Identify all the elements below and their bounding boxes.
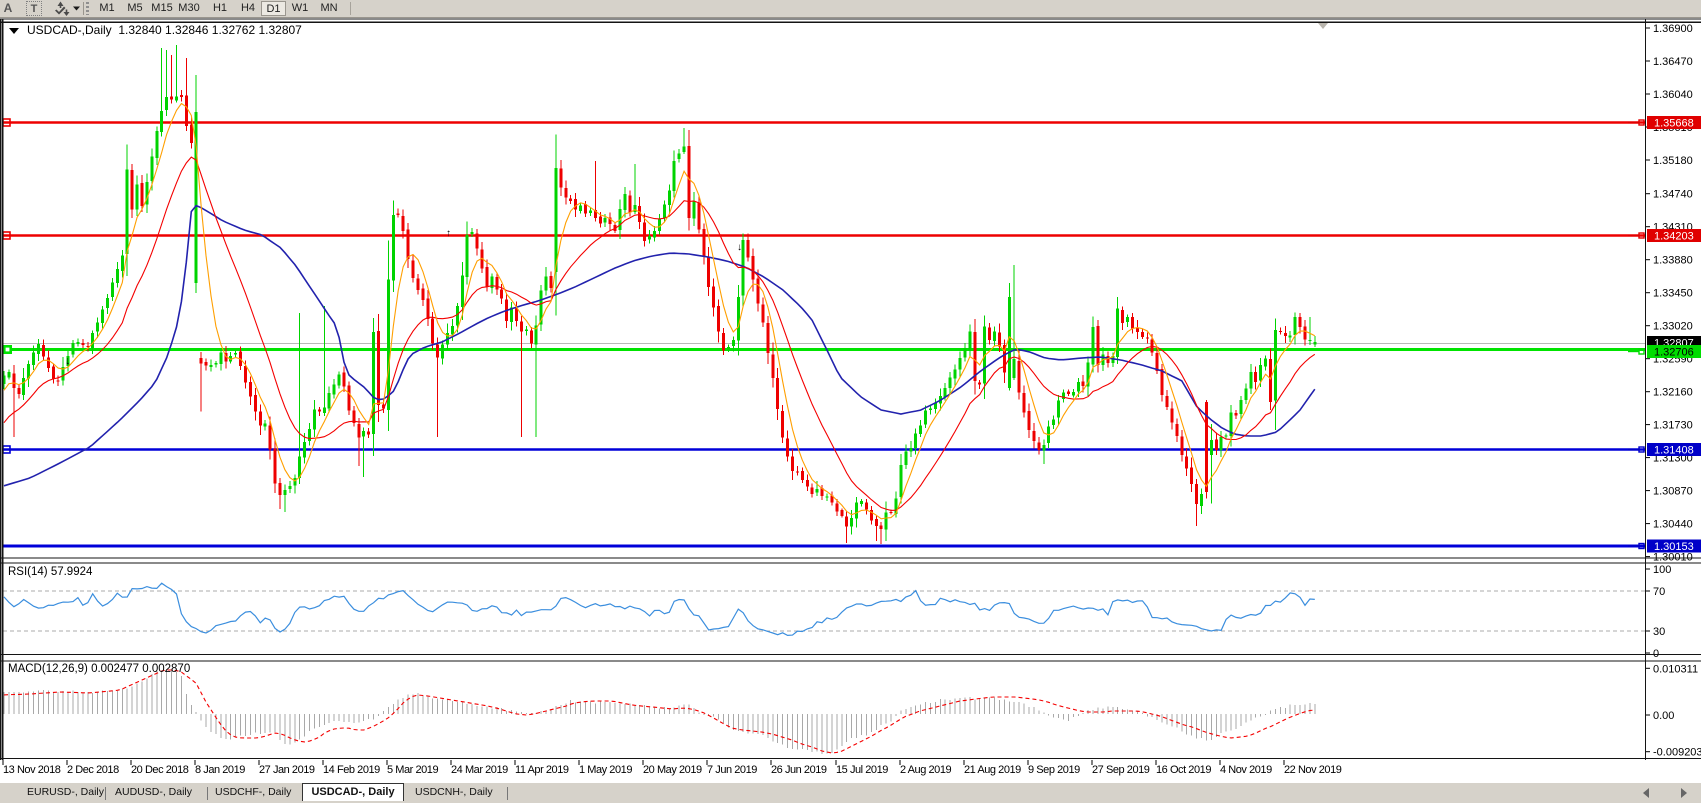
svg-text:1.35668: 1.35668 xyxy=(1654,118,1694,130)
svg-text:1.36470: 1.36470 xyxy=(1653,56,1693,68)
svg-text:9 Sep 2019: 9 Sep 2019 xyxy=(1028,764,1080,776)
svg-text:↑: ↑ xyxy=(446,228,451,239)
svg-text:2 Dec 2018: 2 Dec 2018 xyxy=(67,764,119,776)
svg-text:1.34203: 1.34203 xyxy=(1654,231,1694,243)
svg-text:100: 100 xyxy=(1653,564,1671,576)
svg-text:24 Mar 2019: 24 Mar 2019 xyxy=(451,764,508,776)
svg-text:8 Jan 2019: 8 Jan 2019 xyxy=(195,764,245,776)
svg-text:1.31730: 1.31730 xyxy=(1653,420,1693,432)
svg-text:1.32706: 1.32706 xyxy=(1654,347,1694,359)
svg-text:1 May 2019: 1 May 2019 xyxy=(579,764,632,776)
svg-text:1.36040: 1.36040 xyxy=(1653,89,1693,101)
svg-text:↓: ↓ xyxy=(737,242,742,253)
svg-text:26 Jun 2019: 26 Jun 2019 xyxy=(771,764,827,776)
svg-text:1.30870: 1.30870 xyxy=(1653,486,1693,498)
svg-text:1.30153: 1.30153 xyxy=(1654,541,1694,553)
svg-text:16 Oct 2019: 16 Oct 2019 xyxy=(1156,764,1211,776)
svg-text:7 Jun 2019: 7 Jun 2019 xyxy=(707,764,757,776)
svg-text:1.31408: 1.31408 xyxy=(1654,445,1694,457)
svg-text:27 Jan 2019: 27 Jan 2019 xyxy=(259,764,315,776)
svg-text:0.00: 0.00 xyxy=(1653,710,1674,722)
svg-text:1.36900: 1.36900 xyxy=(1653,23,1693,35)
svg-text:-0.009203: -0.009203 xyxy=(1653,747,1701,759)
svg-text:↓: ↓ xyxy=(65,355,71,367)
svg-text:15 Jul 2019: 15 Jul 2019 xyxy=(836,764,888,776)
svg-text:21 Aug 2019: 21 Aug 2019 xyxy=(964,764,1021,776)
svg-text:20 Dec 2018: 20 Dec 2018 xyxy=(131,764,189,776)
svg-text:20 May 2019: 20 May 2019 xyxy=(643,764,702,776)
svg-text:MACD(12,26,9) 0.002477 0.00287: MACD(12,26,9) 0.002477 0.002870 xyxy=(8,663,190,675)
svg-text:2 Aug 2019: 2 Aug 2019 xyxy=(900,764,951,776)
svg-text:27 Sep 2019: 27 Sep 2019 xyxy=(1092,764,1150,776)
svg-text:30: 30 xyxy=(1653,626,1665,638)
svg-text:USDCAD-,Daily 1.32840 1.32846: USDCAD-,Daily 1.32840 1.32846 1.32762 1.… xyxy=(27,23,302,37)
svg-text:RSI(14) 57.9924: RSI(14) 57.9924 xyxy=(8,566,93,578)
svg-text:1.33450: 1.33450 xyxy=(1653,288,1693,300)
svg-text:1.34740: 1.34740 xyxy=(1653,189,1693,201)
svg-text:1.32160: 1.32160 xyxy=(1653,387,1693,399)
svg-text:1.33880: 1.33880 xyxy=(1653,255,1693,267)
svg-text:4 Nov 2019: 4 Nov 2019 xyxy=(1220,764,1272,776)
svg-text:5 Mar 2019: 5 Mar 2019 xyxy=(387,764,438,776)
svg-text:1.35180: 1.35180 xyxy=(1653,155,1693,167)
svg-text:0.010311: 0.010311 xyxy=(1653,663,1698,675)
svg-text:1.33020: 1.33020 xyxy=(1653,321,1693,333)
svg-text:1.30440: 1.30440 xyxy=(1653,519,1693,531)
svg-text:11 Apr 2019: 11 Apr 2019 xyxy=(515,764,569,776)
svg-text:70: 70 xyxy=(1653,586,1665,598)
svg-text:14 Feb 2019: 14 Feb 2019 xyxy=(323,764,380,776)
svg-text:13 Nov 2018: 13 Nov 2018 xyxy=(3,764,61,776)
svg-text:22 Nov 2019: 22 Nov 2019 xyxy=(1284,764,1342,776)
